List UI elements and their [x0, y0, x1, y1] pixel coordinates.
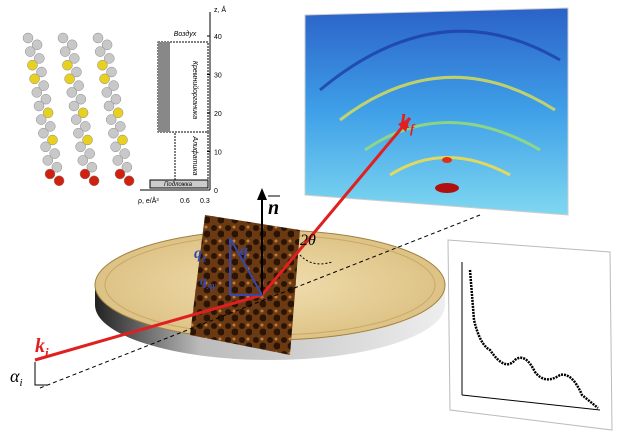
alpha-label: αi	[10, 366, 23, 389]
subscript: xy	[206, 281, 217, 292]
z-tick: 0	[214, 188, 218, 195]
subscript: z	[201, 253, 207, 265]
atom	[108, 128, 118, 138]
atom	[102, 87, 112, 97]
rho-label: ρ, e/Å³	[138, 196, 159, 205]
two-theta-label: 2θ	[300, 232, 316, 249]
atom	[41, 142, 51, 152]
atom	[38, 128, 48, 138]
atom	[71, 115, 81, 125]
z-tick: 20	[214, 111, 222, 118]
atom	[106, 115, 116, 125]
layer-label: Подложка	[164, 182, 193, 188]
reflectivity-plot	[448, 240, 612, 430]
atom	[54, 176, 64, 186]
layer-label: Алифатика	[191, 135, 198, 175]
symbol: k	[35, 335, 45, 357]
atom	[30, 74, 40, 84]
z-tick: 40	[214, 34, 222, 41]
z-tick: 30	[214, 73, 222, 80]
atom	[76, 142, 86, 152]
atom	[115, 169, 125, 179]
atom	[43, 155, 53, 165]
atom	[27, 60, 37, 70]
atom	[93, 33, 103, 43]
atom	[104, 101, 114, 111]
atom	[67, 87, 77, 97]
atom	[113, 155, 123, 165]
atom	[34, 101, 44, 111]
atom	[95, 47, 105, 57]
symbol: k	[400, 111, 410, 133]
atom	[78, 155, 88, 165]
atom	[80, 169, 90, 179]
atom	[32, 87, 42, 97]
symbol: q	[194, 245, 202, 262]
q-label: q	[240, 242, 248, 259]
rho-tick: 0.3	[200, 198, 210, 205]
atom	[100, 74, 110, 84]
z-tick: 10	[214, 150, 222, 157]
n-label: n	[268, 197, 279, 219]
atom	[23, 33, 33, 43]
atom	[89, 176, 99, 186]
arrow-head	[257, 188, 267, 200]
atom	[124, 176, 134, 186]
atom	[65, 74, 75, 84]
atom	[97, 60, 107, 70]
subscript: i	[45, 345, 49, 360]
layer-label: Воздух	[174, 30, 197, 38]
ki-label: ki	[35, 335, 49, 360]
atom	[58, 33, 68, 43]
atom	[45, 169, 55, 179]
atom	[69, 101, 79, 111]
rho-tick: 0.6	[180, 198, 190, 205]
diagram: z, Å Воздух Кремнийорганика Алифатика По…	[0, 0, 638, 448]
atom	[60, 47, 70, 57]
subscript: i	[19, 377, 22, 389]
angle-mark	[35, 362, 48, 385]
density-profile: z, Å Воздух Кремнийорганика Алифатика По…	[138, 5, 226, 205]
atom	[62, 60, 72, 70]
atom	[25, 47, 35, 57]
atom	[36, 115, 46, 125]
detector	[305, 8, 568, 215]
molecules	[23, 33, 134, 186]
atom	[111, 142, 121, 152]
layer-label: Кремнийорганика	[191, 61, 199, 119]
symbol: q	[200, 274, 207, 289]
z-label: z, Å	[214, 5, 226, 14]
atom	[73, 128, 83, 138]
